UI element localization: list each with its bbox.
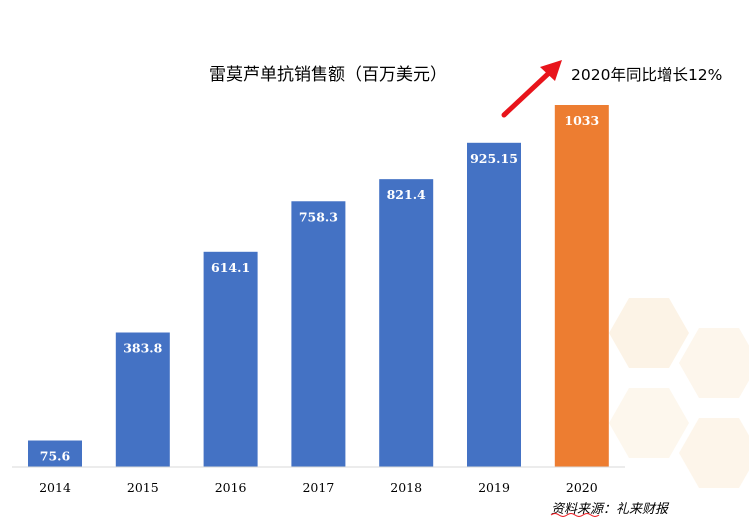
bar-2020 xyxy=(554,105,609,467)
source-note: 资料来源：礼来财报 xyxy=(551,502,670,517)
arrow-shaft xyxy=(501,69,553,118)
data-label-2015: 383.8 xyxy=(123,341,162,356)
x-tick-label-2014: 2014 xyxy=(39,480,71,495)
x-tick-label-2019: 2019 xyxy=(478,480,510,495)
data-label-2020: 1033 xyxy=(564,113,599,128)
bar-2015 xyxy=(115,332,170,467)
data-label-2016: 614.1 xyxy=(211,260,250,275)
data-label-2019: 925.15 xyxy=(470,151,518,166)
data-label-2014: 75.6 xyxy=(40,449,71,464)
background-hexagon-pattern xyxy=(609,298,749,488)
data-label-2018: 821.4 xyxy=(387,187,426,202)
bar-2018 xyxy=(379,179,434,468)
bar-2014 xyxy=(28,440,82,467)
x-tick-label-2020: 2020 xyxy=(566,480,598,495)
x-tick-label-2016: 2016 xyxy=(215,480,247,495)
spellcheck-underline xyxy=(550,513,600,517)
bar-2017 xyxy=(291,201,346,468)
arrow-head xyxy=(540,60,562,81)
x-tick-label-2018: 2018 xyxy=(390,480,422,495)
x-tick-label-2017: 2017 xyxy=(302,480,334,495)
data-label-2017: 758.3 xyxy=(299,209,338,224)
growth-arrow-icon xyxy=(501,60,562,118)
x-tick-label-2015: 2015 xyxy=(127,480,159,495)
growth-annotation: 2020年同比增长12% xyxy=(571,66,722,84)
bar-2019 xyxy=(467,142,521,467)
bar-2016 xyxy=(203,251,258,467)
chart-title: 雷莫芦单抗销售额（百万美元） xyxy=(209,65,447,85)
